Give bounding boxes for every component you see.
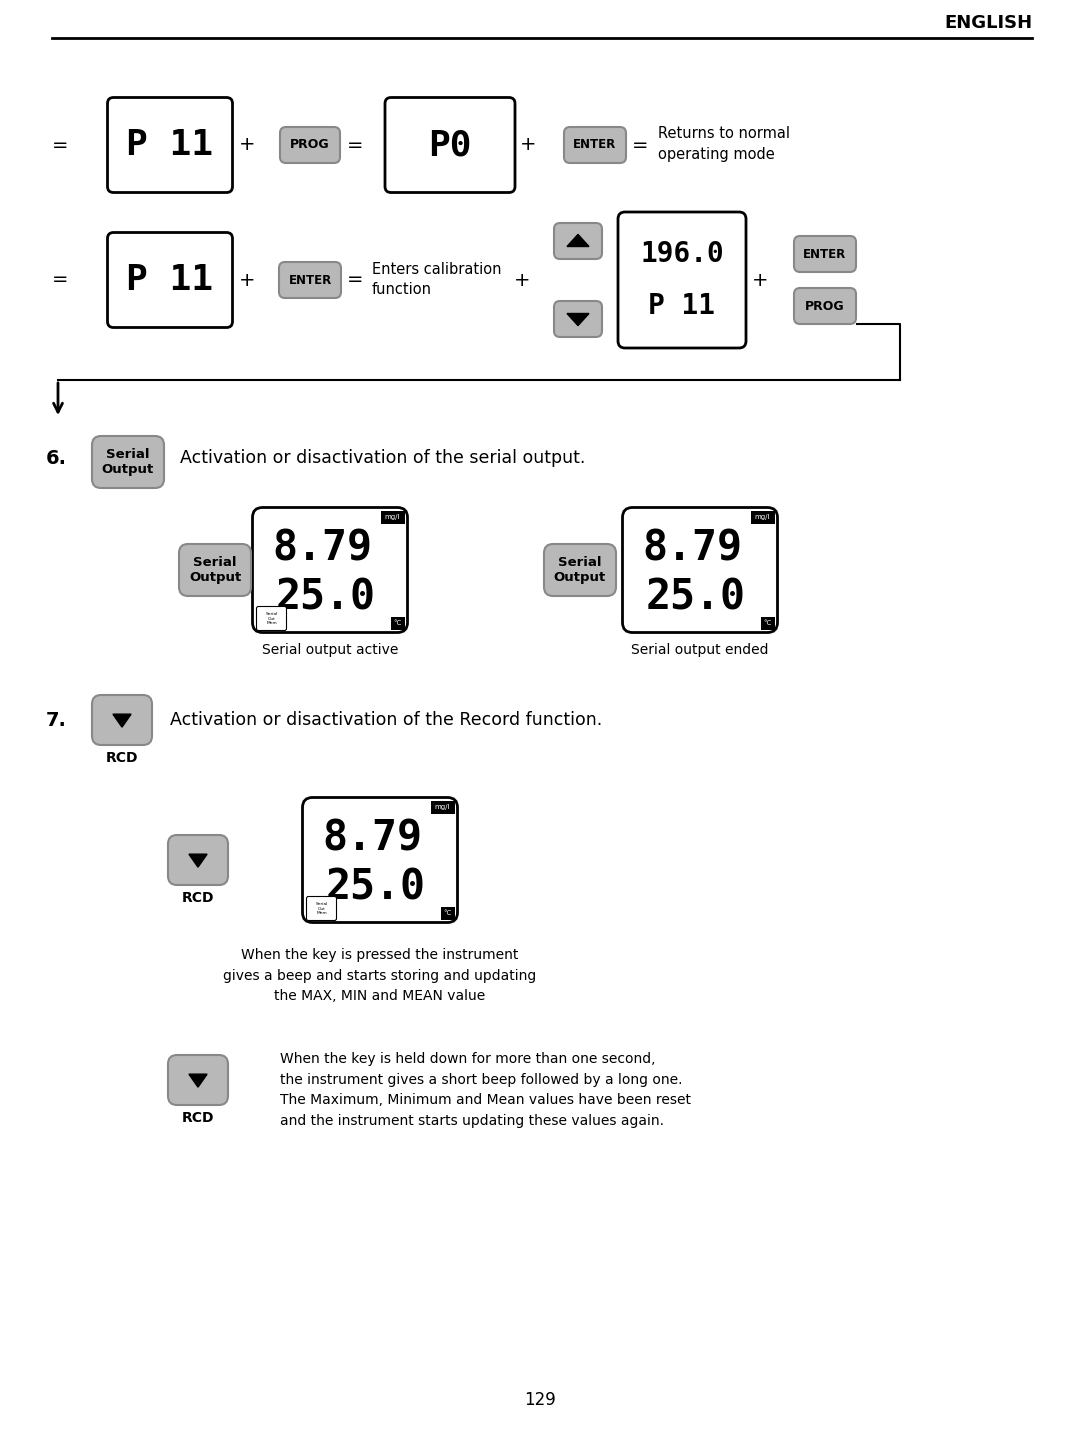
Text: RCD: RCD (181, 1112, 214, 1125)
Text: +: + (514, 270, 530, 289)
Text: 6.: 6. (46, 449, 67, 467)
Text: Serial: Serial (106, 447, 150, 460)
Text: 25.0: 25.0 (326, 867, 426, 909)
Polygon shape (189, 1074, 207, 1087)
FancyBboxPatch shape (179, 544, 251, 595)
FancyBboxPatch shape (253, 508, 407, 633)
Text: Serial
Out
Mem: Serial Out Mem (266, 613, 278, 624)
Text: Serial output active: Serial output active (261, 643, 399, 657)
Text: Returns to normal: Returns to normal (658, 125, 789, 141)
Text: RCD: RCD (106, 751, 138, 765)
Text: operating mode: operating mode (658, 148, 774, 162)
Text: ENTER: ENTER (573, 138, 617, 151)
FancyBboxPatch shape (108, 233, 232, 328)
Bar (431, 801, 455, 814)
Polygon shape (113, 715, 131, 728)
Text: ENGLISH: ENGLISH (944, 14, 1032, 32)
FancyBboxPatch shape (554, 301, 602, 336)
Text: P0: P0 (429, 128, 472, 162)
FancyBboxPatch shape (307, 896, 337, 920)
FancyBboxPatch shape (794, 236, 856, 272)
FancyBboxPatch shape (279, 262, 341, 298)
FancyBboxPatch shape (168, 1055, 228, 1104)
Polygon shape (567, 313, 589, 325)
Text: PROG: PROG (806, 299, 845, 312)
Text: Activation or disactivation of the serial output.: Activation or disactivation of the seria… (180, 449, 585, 467)
Text: =: = (347, 270, 363, 289)
Text: mg/l: mg/l (384, 513, 401, 521)
Text: When the key is held down for more than one second,
the instrument gives a short: When the key is held down for more than … (280, 1053, 691, 1127)
FancyBboxPatch shape (257, 607, 286, 630)
Text: Enters calibration: Enters calibration (372, 263, 501, 278)
FancyBboxPatch shape (622, 508, 778, 633)
Text: mg/l: mg/l (435, 804, 450, 810)
Text: =: = (632, 135, 648, 154)
Text: Output: Output (189, 571, 241, 584)
FancyBboxPatch shape (794, 288, 856, 324)
Text: 25.0: 25.0 (276, 577, 376, 618)
Polygon shape (189, 854, 207, 867)
Text: function: function (372, 282, 432, 298)
Text: 8.79: 8.79 (322, 818, 422, 860)
Text: Serial
Out
Mem: Serial Out Mem (315, 902, 327, 915)
Text: +: + (239, 270, 255, 289)
FancyBboxPatch shape (302, 798, 458, 923)
Text: ENTER: ENTER (804, 247, 847, 260)
Text: Output: Output (554, 571, 606, 584)
Text: 196.0: 196.0 (640, 240, 724, 267)
Text: 129: 129 (524, 1391, 556, 1409)
FancyBboxPatch shape (280, 127, 340, 162)
Text: 7.: 7. (46, 710, 67, 729)
Bar (751, 510, 774, 523)
Text: =: = (52, 135, 68, 154)
FancyBboxPatch shape (384, 98, 515, 193)
Text: =: = (347, 135, 363, 154)
Text: Serial output ended: Serial output ended (631, 643, 769, 657)
Text: °C: °C (393, 620, 402, 626)
Text: P 11: P 11 (648, 292, 715, 321)
Text: Activation or disactivation of the Record function.: Activation or disactivation of the Recor… (170, 710, 603, 729)
Text: mg/l: mg/l (755, 513, 770, 521)
Bar (380, 510, 405, 523)
FancyBboxPatch shape (544, 544, 616, 595)
Text: Serial: Serial (193, 555, 237, 568)
Text: Serial: Serial (558, 555, 602, 568)
FancyBboxPatch shape (618, 211, 746, 348)
FancyBboxPatch shape (168, 835, 228, 884)
Text: When the key is pressed the instrument
gives a beep and starts storing and updat: When the key is pressed the instrument g… (224, 948, 537, 1004)
Text: 8.79: 8.79 (272, 528, 372, 569)
FancyBboxPatch shape (564, 127, 626, 162)
Text: P 11: P 11 (126, 263, 214, 298)
Text: 25.0: 25.0 (646, 577, 746, 618)
Bar (441, 906, 455, 919)
Polygon shape (567, 234, 589, 246)
Text: PROG: PROG (291, 138, 329, 151)
Text: Output: Output (102, 463, 154, 476)
FancyBboxPatch shape (108, 98, 232, 193)
FancyBboxPatch shape (92, 695, 152, 745)
Bar (760, 617, 774, 630)
Text: °C: °C (764, 620, 771, 626)
Text: °C: °C (444, 910, 451, 916)
FancyBboxPatch shape (554, 223, 602, 259)
FancyBboxPatch shape (92, 436, 164, 487)
Text: +: + (752, 270, 768, 289)
Text: ENTER: ENTER (288, 273, 332, 286)
Text: =: = (52, 270, 68, 289)
Text: 8.79: 8.79 (642, 528, 742, 569)
Text: +: + (239, 135, 255, 154)
Text: +: + (519, 135, 537, 154)
Text: P 11: P 11 (126, 128, 214, 162)
Text: RCD: RCD (181, 892, 214, 905)
Bar (391, 617, 405, 630)
